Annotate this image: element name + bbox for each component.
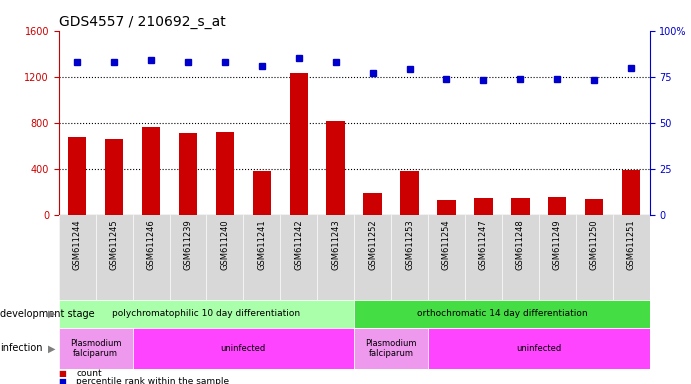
Text: development stage: development stage <box>0 309 95 319</box>
Text: infection: infection <box>0 343 43 354</box>
FancyBboxPatch shape <box>59 215 650 300</box>
Text: Plasmodium
falciparum: Plasmodium falciparum <box>70 339 122 358</box>
Text: GSM611248: GSM611248 <box>515 219 524 270</box>
Text: GSM611253: GSM611253 <box>405 219 414 270</box>
Text: GSM611254: GSM611254 <box>442 219 451 270</box>
Text: ■: ■ <box>59 369 66 378</box>
Bar <box>253 171 271 215</box>
Text: uninfected: uninfected <box>516 344 561 353</box>
Text: ▶: ▶ <box>48 309 55 319</box>
Text: GSM611241: GSM611241 <box>257 219 266 270</box>
Bar <box>326 121 345 215</box>
Bar <box>363 193 382 215</box>
FancyBboxPatch shape <box>354 328 428 369</box>
Text: GSM611243: GSM611243 <box>331 219 340 270</box>
Text: GSM611249: GSM611249 <box>553 219 562 270</box>
Text: GSM611247: GSM611247 <box>479 219 488 270</box>
Text: orthochromatic 14 day differentiation: orthochromatic 14 day differentiation <box>417 310 587 318</box>
Text: polychromatophilic 10 day differentiation: polychromatophilic 10 day differentiatio… <box>113 310 301 318</box>
Bar <box>216 132 234 215</box>
Text: GSM611245: GSM611245 <box>110 219 119 270</box>
Text: GSM611240: GSM611240 <box>220 219 229 270</box>
Text: Plasmodium
falciparum: Plasmodium falciparum <box>366 339 417 358</box>
Bar <box>548 197 567 215</box>
Bar <box>585 199 603 215</box>
Text: GSM611251: GSM611251 <box>627 219 636 270</box>
FancyBboxPatch shape <box>133 328 354 369</box>
Text: GSM611252: GSM611252 <box>368 219 377 270</box>
Bar <box>179 133 197 215</box>
Text: ▶: ▶ <box>48 343 55 354</box>
Bar <box>142 127 160 215</box>
FancyBboxPatch shape <box>354 300 650 328</box>
Text: percentile rank within the sample: percentile rank within the sample <box>76 377 229 384</box>
Bar <box>400 171 419 215</box>
Bar <box>68 137 86 215</box>
Text: ■: ■ <box>59 377 66 384</box>
Text: GSM611244: GSM611244 <box>73 219 82 270</box>
Text: GSM611239: GSM611239 <box>184 219 193 270</box>
FancyBboxPatch shape <box>59 300 354 328</box>
Bar <box>474 198 493 215</box>
Bar <box>437 200 455 215</box>
Text: GSM611246: GSM611246 <box>146 219 155 270</box>
Text: count: count <box>76 369 102 378</box>
FancyBboxPatch shape <box>59 328 133 369</box>
Text: GDS4557 / 210692_s_at: GDS4557 / 210692_s_at <box>59 15 225 29</box>
FancyBboxPatch shape <box>428 328 650 369</box>
Text: uninfected: uninfected <box>220 344 266 353</box>
Bar <box>511 198 529 215</box>
Text: GSM611250: GSM611250 <box>589 219 598 270</box>
Bar <box>290 73 308 215</box>
Bar <box>105 139 124 215</box>
Text: GSM611242: GSM611242 <box>294 219 303 270</box>
Bar <box>622 170 641 215</box>
